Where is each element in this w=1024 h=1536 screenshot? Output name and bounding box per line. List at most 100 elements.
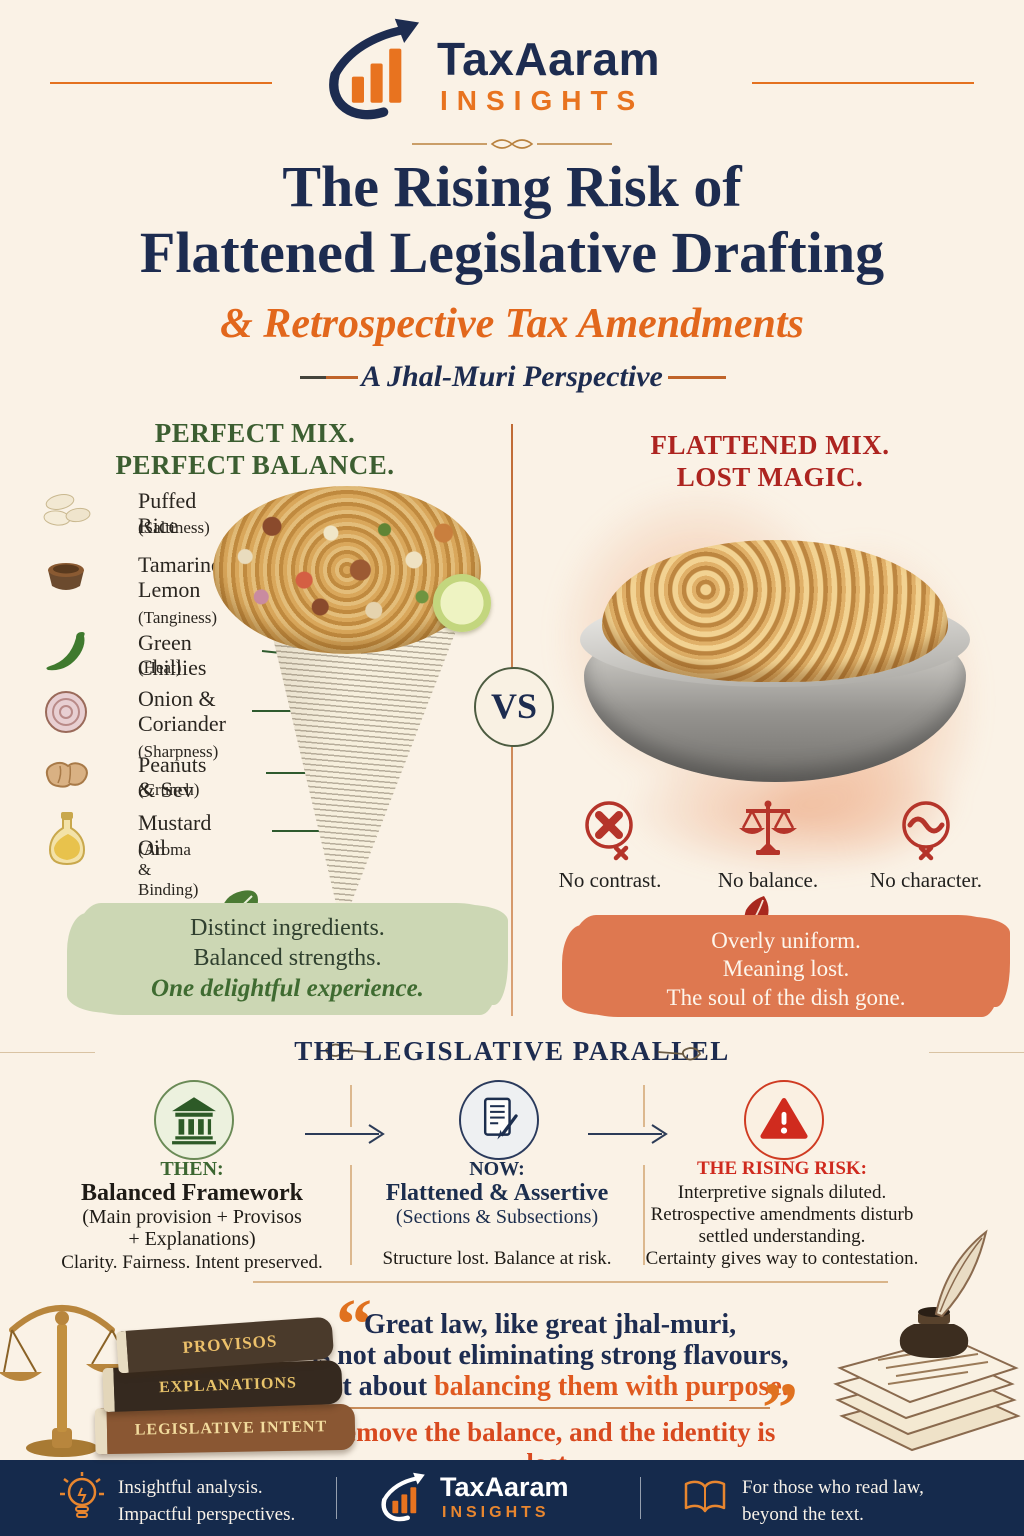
book-legislative-intent: LEGISLATIVE INTENT	[94, 1403, 356, 1455]
column-separator	[643, 1165, 645, 1265]
uniform-mush	[602, 540, 948, 682]
footer-right-text: For those who read law, beyond the text.	[742, 1477, 924, 1525]
flaw-item: No character.	[851, 798, 1001, 893]
quote-divider	[345, 1407, 770, 1409]
footer-bar: Insightful analysis. Impactful perspecti…	[0, 1460, 1024, 1536]
document-pen-icon	[483, 1097, 518, 1140]
right-summary-line3: The soul of the dish gone.	[666, 985, 906, 1010]
left-panel-heading2: PERFECT BALANCE.	[115, 450, 395, 480]
flourish-icon	[324, 1043, 369, 1057]
col3-line1: Interpretive signals diluted.	[677, 1182, 887, 1203]
header-rule-left	[50, 82, 272, 84]
page-tagline: A Jhal-Muri Perspective	[361, 360, 663, 393]
footer-divider	[640, 1477, 641, 1519]
ingredient-row: Puffed Rice (Saltiness)	[40, 488, 210, 538]
warning-triangle-icon	[760, 1098, 808, 1139]
page-tagline-row: A Jhal-Muri Perspective	[0, 360, 1024, 394]
col2-note: Structure lost. Balance at risk.	[382, 1248, 612, 1269]
arrow-right-icon	[588, 1124, 668, 1144]
footer-divider	[336, 1477, 337, 1519]
brand-name: TaxAaram	[437, 33, 661, 85]
col1-detail2: + Explanations)	[128, 1228, 256, 1250]
parallel-heading: THE LEGISLATIVE PARALLEL	[294, 1036, 730, 1066]
right-panel-heading1: FLATTENED MIX.	[650, 430, 890, 460]
onion-icon	[45, 691, 87, 733]
column-separator	[350, 1085, 352, 1127]
footer-brand-name: TaxAaram	[440, 1472, 569, 1502]
col3-kicker: THE RISING RISK:	[697, 1158, 867, 1179]
growth-bars-arrow-icon	[329, 18, 420, 120]
tilde-circle-icon	[902, 801, 950, 861]
right-summary-line1: Overly uniform.	[711, 928, 861, 953]
courthouse-icon	[172, 1097, 216, 1145]
col2-detail1: (Sections & Subsections)	[395, 1206, 599, 1228]
left-summary-line3: One delightful experience.	[151, 975, 424, 1002]
flattened-mix-bowl-illustration	[580, 540, 970, 795]
left-summary-wash: Distinct ingredients. Balanced strengths…	[75, 903, 500, 1015]
scales-icon	[739, 800, 797, 855]
tagline-dash-right	[668, 376, 726, 379]
brand-tagline: INSIGHTS	[440, 85, 645, 116]
footer-left-text: Insightful analysis. Impactful perspecti…	[118, 1477, 296, 1525]
page-title-line1: The Rising Risk of	[282, 154, 742, 219]
left-panel-heading1: PERFECT MIX.	[154, 418, 356, 448]
document-icon-circle	[459, 1080, 539, 1160]
flourish-icon	[412, 139, 612, 149]
close-quote-mark: ”	[762, 1368, 798, 1448]
flaw-label: No character.	[870, 868, 982, 892]
lime-wedge	[433, 574, 491, 632]
ingredient-row: Onion & Coriander (Sharpness)	[40, 686, 226, 761]
col2-title: Flattened & Assertive	[385, 1180, 609, 1206]
col2-kicker: NOW:	[469, 1158, 525, 1180]
flaw-item: No balance.	[693, 798, 843, 893]
flaw-item: No contrast.	[535, 798, 685, 893]
tagline-dash-left	[300, 376, 358, 379]
col1-kicker: THEN:	[160, 1158, 224, 1180]
col1-detail1: (Main provision + Provisos	[82, 1206, 302, 1228]
jhal-muri-cone-illustration	[205, 478, 505, 933]
green-chilli-icon	[46, 632, 85, 671]
bottom-divider	[253, 1281, 888, 1283]
arrow-right-icon	[305, 1124, 385, 1144]
quill-inkwell-papers-illustration	[833, 1229, 1021, 1452]
quote-line1: Great law, like great jhal-muri,	[363, 1309, 737, 1340]
crossed-circle-icon	[585, 801, 633, 861]
open-quote-mark: “	[336, 1284, 372, 1364]
ingredient-row: Green Chillies (Heat)	[40, 630, 206, 680]
col1-title: Balanced Framework	[81, 1180, 303, 1206]
col1-note: Clarity. Fairness. Intent preserved.	[61, 1252, 323, 1273]
open-book-icon	[684, 1480, 726, 1513]
column-separator	[643, 1085, 645, 1127]
peanut-icon	[45, 761, 88, 788]
col3-line2: Retrospective amendments disturb	[650, 1204, 914, 1225]
courthouse-icon-circle	[154, 1080, 234, 1160]
left-summary-line1: Distinct ingredients.	[190, 915, 385, 941]
growth-bars-arrow-icon	[381, 1472, 425, 1522]
tamarind-bowl-icon	[48, 563, 84, 590]
muri-mixture	[213, 486, 481, 654]
warning-icon-circle	[744, 1080, 824, 1160]
col3-line4: Certainty gives way to contestation.	[645, 1248, 919, 1269]
ingredient-row: Peanuts & Sev (Crunch)	[40, 752, 206, 802]
book-stack-illustration: LEGISLATIVE INTENT EXPLANATIONS PROVISOS	[94, 1316, 356, 1462]
right-summary-line2: Meaning lost.	[722, 956, 850, 981]
footer-brand-tagline: INSIGHTS	[442, 1504, 550, 1521]
quote-highlight: balancing them with purpose.	[434, 1371, 789, 1402]
col3-line3: settled understanding.	[698, 1226, 866, 1247]
page-subtitle: & Retrospective Tax Amendments	[220, 301, 804, 347]
quote-line2: is not about eliminating strong flavours…	[311, 1340, 789, 1371]
right-summary-wash: Overly uniform. Meaning lost. The soul o…	[570, 915, 1002, 1017]
left-summary-line2: Balanced strengths.	[193, 945, 382, 971]
page-title-line2: Flattened Legislative Drafting	[139, 220, 885, 285]
quote-line3: but about balancing them with purpose.	[311, 1371, 789, 1402]
puffed-rice-icon	[43, 494, 91, 526]
flaw-label: No balance.	[717, 868, 819, 892]
flaw-label: No contrast.	[558, 868, 662, 892]
lightbulb-icon	[60, 1472, 104, 1518]
ingredient-row: Mustard Oil (Aroma & Binding)	[40, 810, 211, 899]
ingredient-row: Tamarind & Lemon (Tanginess)	[40, 552, 245, 627]
flourish-icon	[657, 1047, 702, 1061]
column-separator	[350, 1165, 352, 1265]
header-rule-right	[752, 82, 974, 84]
